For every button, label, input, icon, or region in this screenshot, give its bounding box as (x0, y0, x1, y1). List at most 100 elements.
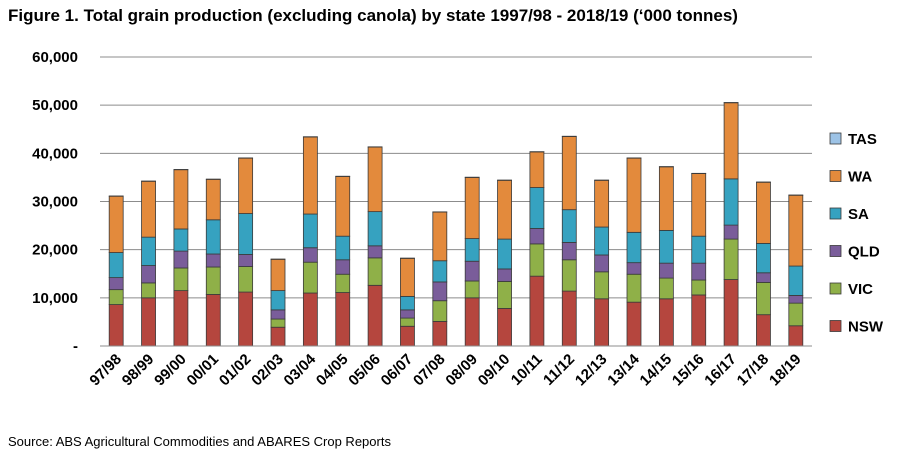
bar-nsw (626, 301, 642, 347)
bar-nsw (723, 279, 739, 347)
bar-sa (173, 228, 189, 252)
bar-sa (302, 213, 318, 249)
bar-qld (561, 242, 577, 261)
bar-sa (626, 231, 642, 264)
bar-nsw (335, 292, 351, 347)
legend-label-qld: QLD (848, 244, 880, 261)
y-tick-label: - (73, 338, 78, 355)
bar-nsw (464, 297, 480, 347)
bar-qld (141, 265, 156, 284)
bar-vic (788, 302, 804, 327)
bar-stacks (108, 102, 804, 347)
bar-vic (335, 273, 351, 293)
bar-wa (432, 211, 448, 262)
bar-vic (141, 282, 156, 299)
bar-qld (270, 309, 286, 320)
bar-vic (367, 257, 383, 286)
bar-vic (756, 282, 771, 316)
legend-label-vic: VIC (848, 281, 873, 298)
bar-vic (658, 277, 674, 300)
x-tick-label: 09/10 (475, 351, 514, 390)
bar-qld (691, 262, 707, 281)
bar-sa (432, 260, 448, 283)
bar-nsw (367, 284, 383, 347)
bar-vic (464, 280, 480, 299)
bar-qld (756, 272, 771, 283)
bar-nsw (238, 291, 254, 347)
bar-sa (141, 236, 156, 266)
x-tick-label: 14/15 (637, 351, 676, 390)
bar-nsw (788, 325, 804, 347)
bar-qld (400, 309, 415, 319)
bar-qld (205, 253, 221, 268)
bar-wa (594, 179, 610, 228)
bar-wa (335, 176, 351, 237)
x-tick-label: 13/14 (604, 350, 643, 389)
bar-wa (691, 173, 707, 237)
bar-qld (302, 247, 318, 263)
bar-qld (238, 254, 254, 267)
bar-wa (464, 177, 480, 239)
x-tick-label: 05/06 (345, 351, 384, 390)
bar-sa (658, 229, 674, 264)
x-tick-label: 17/18 (734, 351, 773, 390)
bar-wa (529, 151, 545, 188)
legend-swatch-qld (829, 245, 842, 257)
bar-nsw (141, 297, 156, 347)
legend-label-sa: SA (848, 206, 869, 223)
bar-nsw (205, 294, 221, 347)
bar-wa (108, 195, 124, 253)
x-tick-label: 01/02 (216, 351, 255, 390)
bar-vic (270, 318, 286, 328)
bar-wa (723, 102, 739, 180)
bar-qld (108, 277, 124, 291)
bar-vic (529, 243, 545, 277)
legend-swatch-wa (829, 170, 842, 182)
source-note: Source: ABS Agricultural Commodities and… (8, 434, 391, 449)
bar-nsw (756, 314, 771, 347)
y-tick-label: 50,000 (32, 97, 78, 114)
bar-sa (270, 290, 286, 311)
bar-qld (173, 250, 189, 269)
bar-qld (432, 281, 448, 302)
bar-qld (788, 295, 804, 304)
x-tick-label: 97/98 (86, 351, 125, 390)
bar-wa (238, 157, 254, 214)
bar-nsw (594, 298, 610, 347)
x-tick-label: 10/11 (508, 351, 546, 389)
bar-vic (561, 259, 577, 292)
bar-vic (432, 300, 448, 322)
x-axis-ticks: 97/9898/9999/0000/0101/0202/0303/0404/05… (86, 350, 804, 389)
bar-nsw (302, 292, 318, 347)
bar-wa (302, 136, 318, 215)
bar-nsw (497, 308, 512, 347)
bar-sa (108, 252, 124, 279)
legend-swatch-tas (829, 132, 842, 145)
bar-vic (173, 267, 189, 292)
bar-vic (302, 261, 318, 294)
bar-sa (238, 213, 254, 255)
bar-vic (108, 289, 124, 305)
bar-nsw (658, 298, 674, 347)
bar-vic (626, 273, 642, 303)
legend-swatch-vic (829, 282, 842, 295)
bar-sa (529, 187, 545, 229)
legend-label-nsw: NSW (848, 319, 884, 336)
x-tick-label: 18/19 (766, 351, 805, 390)
y-tick-label: 10,000 (32, 290, 78, 307)
bar-sa (756, 243, 771, 274)
y-tick-label: 40,000 (32, 145, 78, 162)
y-tick-label: 30,000 (32, 194, 78, 211)
bar-sa (367, 211, 383, 247)
bar-qld (626, 262, 642, 275)
bar-qld (529, 228, 545, 245)
y-tick-label: 20,000 (32, 242, 78, 259)
bar-vic (400, 317, 415, 327)
bar-sa (594, 226, 610, 256)
bar-sa (400, 295, 415, 311)
bar-wa (367, 146, 383, 213)
x-tick-label: 04/05 (313, 351, 352, 390)
bar-qld (723, 224, 739, 240)
bar-qld (594, 254, 610, 273)
